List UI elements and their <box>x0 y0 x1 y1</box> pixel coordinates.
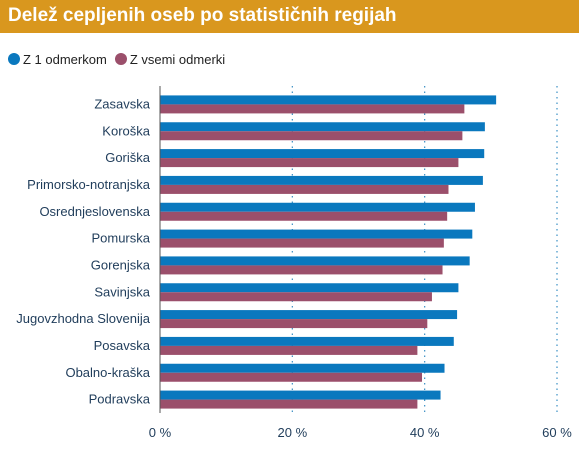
bar-2-1 <box>160 131 463 141</box>
bar-2-5 <box>160 238 444 248</box>
legend-item-series-2: Z vsemi odmerki <box>114 51 226 67</box>
category-label-6: Gorenjska <box>91 257 151 272</box>
bar-1-10 <box>160 363 445 373</box>
bar-1-9 <box>160 336 454 346</box>
bar-2-6 <box>160 265 443 275</box>
category-label-5: Pomurska <box>91 231 150 246</box>
x-tick-label-0: 0 % <box>149 425 172 440</box>
category-label-1: Koroška <box>102 123 150 138</box>
legend-label-series-1: Z 1 odmerkom <box>23 51 107 67</box>
category-label-2: Goriška <box>105 150 151 165</box>
category-label-8: Jugovzhodna Slovenija <box>16 311 150 326</box>
x-tick-label-1: 20 % <box>278 425 308 440</box>
bar-2-7 <box>160 292 432 302</box>
category-label-9: Posavska <box>94 338 151 353</box>
legend-dot-series-2 <box>114 53 127 65</box>
bar-2-0 <box>160 104 465 114</box>
bar-2-2 <box>160 158 459 168</box>
bar-2-11 <box>160 399 418 409</box>
bar-2-3 <box>160 184 449 194</box>
category-label-3: Primorsko-notranjska <box>27 177 151 192</box>
bar-2-4 <box>160 211 448 221</box>
bar-1-1 <box>160 122 485 132</box>
bar-1-8 <box>160 310 458 320</box>
legend-item-series-1: Z 1 odmerkom <box>8 52 107 67</box>
legend: Z 1 odmerkom Z vsemi odmerki <box>8 50 233 68</box>
legend-dot-series-1 <box>8 53 20 65</box>
bar-2-9 <box>160 345 418 355</box>
bar-1-5 <box>160 229 473 239</box>
category-label-7: Savinjska <box>94 284 150 299</box>
category-label-0: Zasavska <box>94 96 150 111</box>
x-tick-label-2: 40 % <box>410 425 440 440</box>
bar-1-2 <box>160 149 485 159</box>
chart-title: Delež cepljenih oseb po statističnih reg… <box>8 5 397 26</box>
bar-2-8 <box>160 319 428 329</box>
category-label-11: Podravska <box>89 392 151 407</box>
bar-1-11 <box>160 390 441 400</box>
bar-1-0 <box>160 95 497 105</box>
x-tick-label-3: 60 % <box>542 425 572 440</box>
category-label-4: Osrednjeslovenska <box>39 204 150 219</box>
bar-1-4 <box>160 202 475 212</box>
title-bar: Delež cepljenih oseb po statističnih reg… <box>0 0 579 33</box>
category-label-10: Obalno-kraška <box>65 365 150 380</box>
bar-1-3 <box>160 175 483 185</box>
bar-1-6 <box>160 256 470 266</box>
bar-1-7 <box>160 283 459 293</box>
legend-label-series-2: Z vsemi odmerki <box>129 51 226 67</box>
bar-2-10 <box>160 372 423 382</box>
